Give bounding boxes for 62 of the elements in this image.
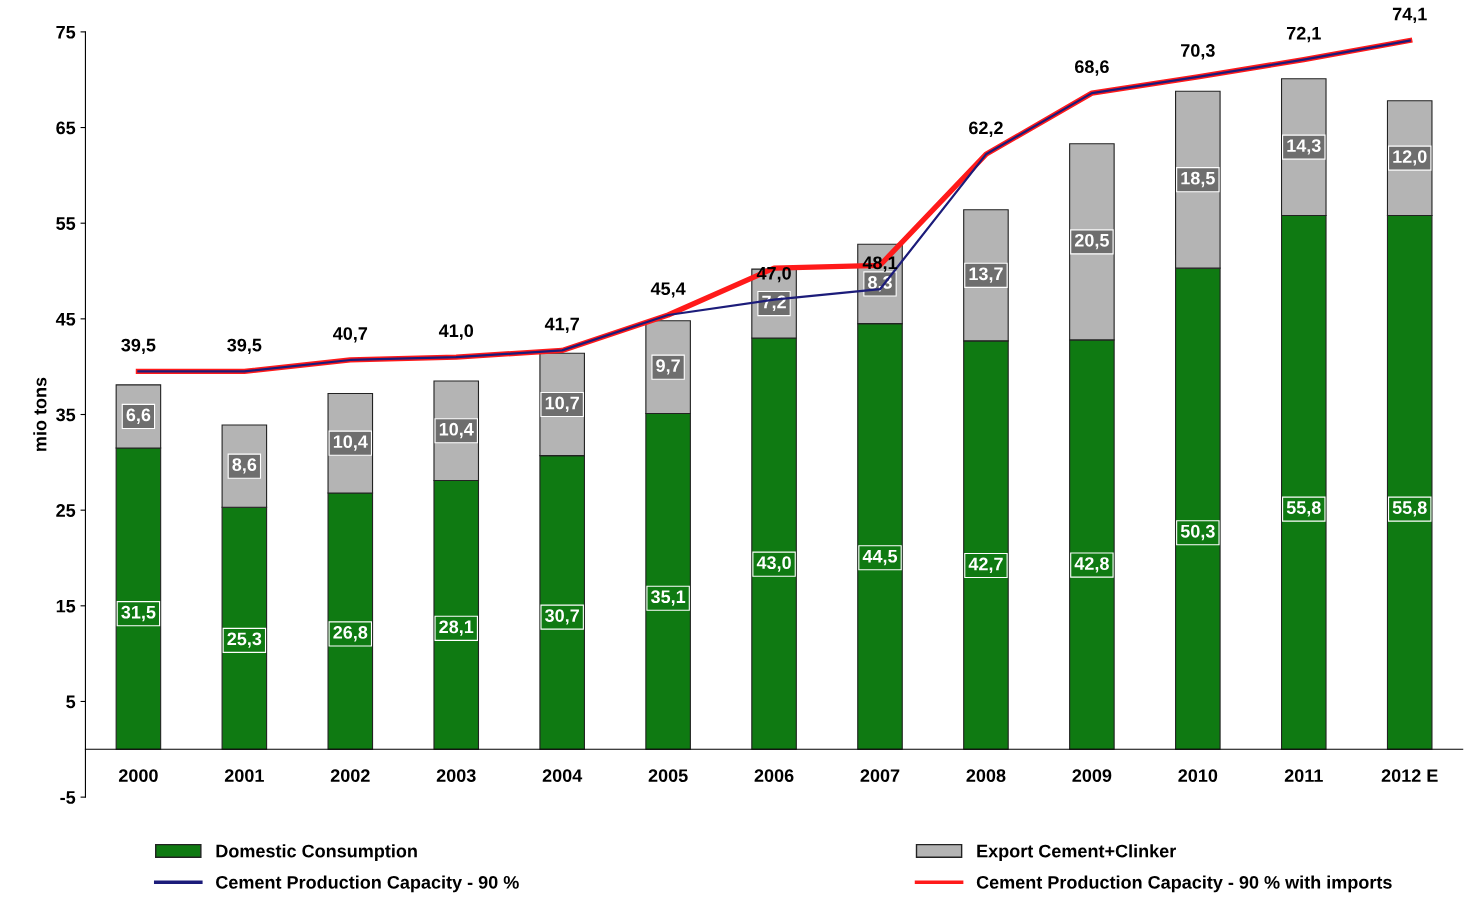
y-tick-label: -5 [60,791,76,804]
data-label: 13,7 [969,267,1003,283]
data-label: 20,5 [1074,233,1109,250]
y-tick-label: 15 [56,599,76,613]
x-tick-label: 2004 [542,769,583,782]
data-label: 35,1 [650,590,686,606]
data-label: 43,0 [756,556,791,572]
data-label: 10,4 [439,422,474,439]
data-label: 6,6 [126,408,151,424]
legend-label: Cement Production Capacity - 90 % with imports [976,875,1392,893]
x-tick-label: 2009 [1072,769,1112,782]
data-label: 72,1 [1286,26,1321,43]
x-tick-label: 2008 [966,769,1006,782]
data-label: 8,6 [232,458,257,474]
x-tick-label: 2002 [330,769,370,782]
data-label: 41,0 [438,324,474,340]
x-tick-label: 2005 [648,769,688,782]
y-tick-label: 45 [55,312,76,326]
y-tick-label: 25 [56,504,76,517]
data-label: 39,5 [227,338,262,355]
data-label: 25,3 [227,632,262,648]
y-tick-label: 35 [56,408,76,422]
data-label: 74,1 [1392,7,1427,24]
data-label: 55,8 [1392,501,1427,517]
x-tick-label: 2007 [860,769,900,782]
data-label: 42,8 [1074,557,1109,573]
data-label: 28,1 [439,620,474,636]
y-axis-title: mio tons [33,377,47,451]
data-label: 45,4 [650,282,686,298]
data-label: 40,7 [333,327,368,343]
data-label: 62,2 [969,121,1003,137]
data-label: 30,7 [545,609,579,625]
data-label: 42,7 [968,557,1003,573]
data-label: 68,6 [1074,60,1109,76]
data-label: 10,7 [545,396,579,412]
data-label: 31,5 [121,605,156,622]
y-tick-label: 5 [66,695,76,709]
data-label: 10,4 [333,435,368,451]
data-label: 44,5 [862,550,898,566]
data-label: 18,5 [1181,171,1215,188]
x-tick-label: 2006 [754,769,794,782]
x-tick-label: 2010 [1178,769,1218,782]
data-label: 26,8 [333,626,368,642]
x-tick-label: 2012 E [1381,769,1438,782]
y-tick-label: 65 [56,121,76,135]
data-label: 55,8 [1286,501,1321,517]
x-tick-label: 2011 [1284,769,1323,782]
y-tick-label: 55 [56,217,76,230]
data-label: 50,3 [1180,524,1215,541]
legend-label: Cement Production Capacity - 90 % [216,875,519,893]
x-tick-label: 2000 [118,769,158,782]
y-tick-label: 75 [56,26,76,39]
legend-label: Domestic Consumption [216,844,417,862]
x-tick-label: 2001 [224,769,264,782]
data-label: 14,3 [1287,139,1321,155]
data-label: 9,7 [656,359,680,375]
data-label: 39,5 [121,338,156,355]
x-tick-label: 2003 [436,769,476,783]
data-label: 41,7 [544,317,579,334]
data-label: 12,0 [1393,150,1427,166]
data-label: 70,3 [1181,44,1215,60]
legend-label: Export Cement+Clinker [977,844,1176,862]
